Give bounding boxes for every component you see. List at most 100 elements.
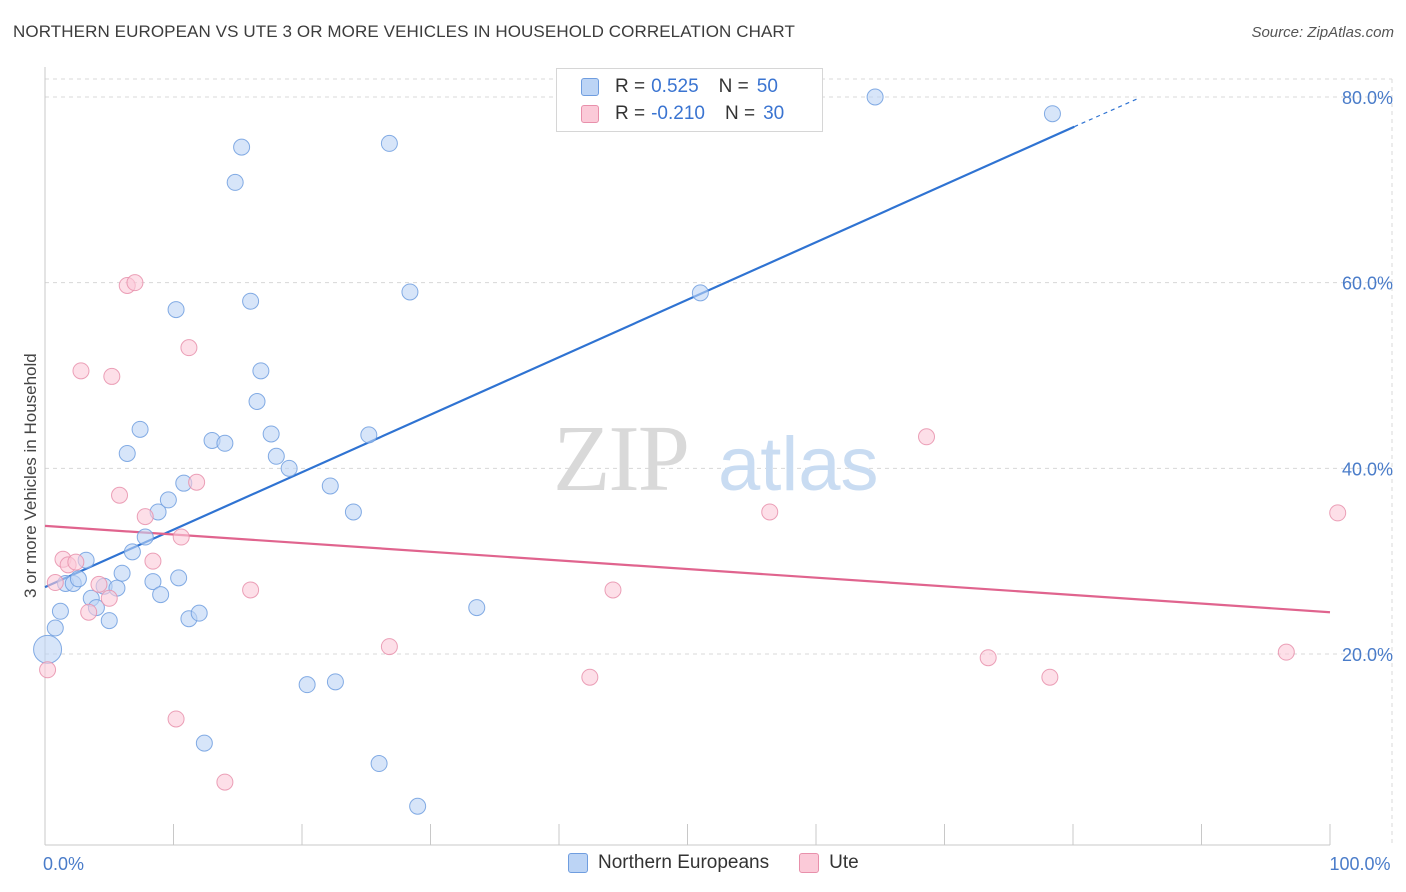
legend-n-value: 30 (763, 103, 785, 124)
northern-europeans-point (195, 734, 213, 752)
ute-point (90, 575, 108, 593)
legend-n-value: 50 (756, 76, 778, 97)
northern-europeans-point (131, 420, 149, 438)
y-tick-label: 40.0% (1342, 459, 1393, 479)
series-legend: Northern Europeans Ute (568, 852, 889, 874)
ute-point (167, 710, 185, 728)
ute-trend-line (44, 524, 1331, 614)
ute-point (188, 473, 206, 491)
northern-europeans-point (267, 447, 285, 465)
northern-europeans-trend-extension (1074, 98, 1138, 128)
northern-europeans-point (280, 459, 298, 477)
northern-europeans-point (100, 612, 118, 630)
ute-point (39, 661, 57, 679)
watermark-atlas: atlas (718, 422, 879, 507)
northern-europeans-point (46, 619, 64, 637)
ute-point (111, 486, 129, 504)
trend-lines (44, 98, 1331, 614)
ute-point (979, 649, 997, 667)
series-legend-item-ute[interactable]: Ute (799, 852, 859, 874)
stats-legend: R = 0.525 N = 50 R = -0.210 N = 30 (556, 68, 823, 132)
northern-europeans-point (113, 564, 131, 582)
northern-europeans-point (118, 444, 136, 462)
y-tick-labels: 20.0% 40.0% 60.0% 80.0% (1342, 88, 1393, 665)
northern-europeans-point (370, 755, 388, 773)
legend-r-label: R = (615, 103, 646, 124)
ute-point (180, 339, 198, 357)
series-legend-label: Ute (829, 852, 859, 873)
y-tick-label: 80.0% (1342, 88, 1393, 108)
watermark-zip: ZIP (553, 407, 688, 511)
x-tick-label: 0.0% (43, 854, 84, 874)
ute-point (1329, 504, 1347, 522)
y-tick-label: 60.0% (1342, 274, 1393, 294)
series-legend-item-northern-europeans[interactable]: Northern Europeans (568, 852, 769, 874)
ute-point (172, 528, 190, 546)
ute-point (242, 581, 260, 599)
ute-point (67, 553, 85, 571)
watermark: ZIP atlas (553, 407, 879, 511)
northern-europeans-point (326, 673, 344, 691)
northern-europeans-point (136, 528, 154, 546)
northern-europeans-trend-line (44, 125, 1075, 589)
northern-europeans-point (51, 602, 69, 620)
data-points (33, 88, 1347, 815)
northern-europeans-point (321, 477, 339, 495)
northern-europeans-point (33, 634, 63, 664)
northern-europeans-point (123, 543, 141, 561)
legend-r-value: -0.210 (651, 103, 705, 124)
northern-europeans-point (380, 134, 398, 152)
northern-europeans-point (344, 503, 362, 521)
ute-point (103, 367, 121, 385)
ute-point (72, 362, 90, 380)
axes (44, 67, 1331, 846)
northern-europeans-point (262, 425, 280, 443)
ute-point (581, 668, 599, 686)
northern-europeans-point (252, 362, 270, 380)
northern-europeans-point (409, 797, 427, 815)
northern-europeans-point (298, 676, 316, 694)
ute-point (1041, 668, 1059, 686)
ute-point (1277, 643, 1295, 661)
series-swatch-blue (568, 853, 588, 873)
northern-europeans-point (468, 599, 486, 617)
northern-europeans-point (233, 138, 251, 156)
legend-n-label: N = (724, 103, 756, 124)
northern-europeans-point (216, 434, 234, 452)
ute-point (918, 428, 936, 446)
northern-europeans-point (691, 284, 709, 302)
y-axis-label: 3 or more Vehicles in Household (21, 353, 40, 598)
ute-point (380, 638, 398, 656)
northern-europeans-point (167, 301, 185, 319)
legend-r-value: 0.525 (651, 76, 699, 97)
x-tick-label: 100.0% (1329, 854, 1390, 874)
northern-europeans-point (866, 88, 884, 106)
ute-point (604, 581, 622, 599)
ute-point (80, 603, 98, 621)
northern-europeans-point (248, 392, 266, 410)
ute-point (126, 274, 144, 292)
ute-point (100, 589, 118, 607)
northern-europeans-point (1043, 105, 1061, 123)
northern-europeans-point (242, 292, 260, 310)
northern-europeans-point (360, 426, 378, 444)
legend-swatch-blue (581, 78, 599, 96)
northern-europeans-point (69, 570, 87, 588)
northern-europeans-point (190, 604, 208, 622)
y-tick-label: 20.0% (1342, 645, 1393, 665)
northern-europeans-point (144, 573, 162, 591)
chart-title: NORTHERN EUROPEAN VS UTE 3 OR MORE VEHIC… (13, 22, 795, 41)
northern-europeans-point (170, 569, 188, 587)
legend-r-label: R = (615, 76, 646, 97)
northern-europeans-point (226, 173, 244, 191)
legend-n-label: N = (718, 76, 749, 97)
northern-europeans-point (401, 283, 419, 301)
series-swatch-pink (799, 853, 820, 873)
source-label: Source: ZipAtlas.com (1251, 24, 1394, 41)
legend-row-northern-europeans: R = 0.525 N = 50 (581, 75, 778, 99)
northern-europeans-point (152, 586, 170, 604)
northern-europeans-point (159, 491, 177, 509)
ute-point (761, 503, 779, 521)
legend-swatch-pink (581, 105, 599, 123)
